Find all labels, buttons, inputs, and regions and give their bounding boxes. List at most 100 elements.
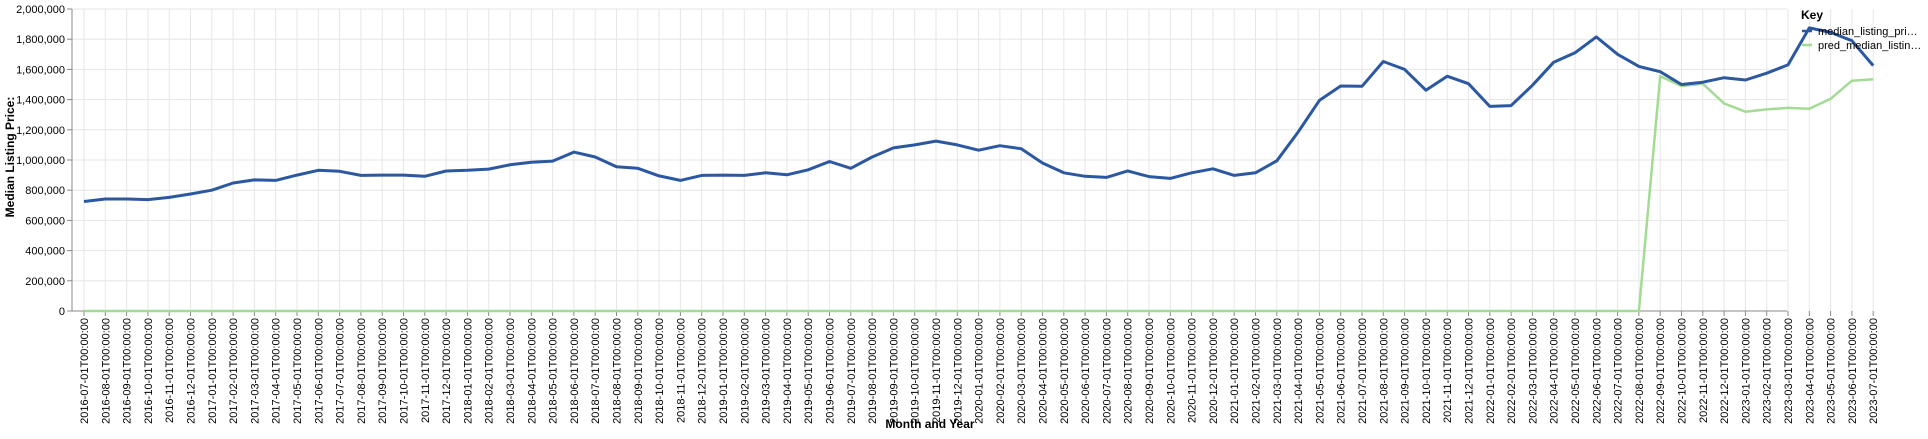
x-tick-label: 2018-11-01T00:00:00 — [675, 318, 687, 423]
x-tick-label: 2017-02-01T00:00:00 — [228, 318, 240, 424]
x-tick-label: 2018-10-01T00:00:00 — [654, 318, 666, 424]
x-tick-label: 2018-07-01T00:00:00 — [590, 318, 602, 424]
x-tick-label: 2018-08-01T00:00:00 — [612, 318, 624, 424]
x-tick-label: 2018-09-01T00:00:00 — [633, 318, 645, 424]
x-tick-label: 2023-03-01T00:00:00 — [1783, 318, 1795, 424]
grid-lines — [72, 8, 1874, 312]
x-tick-label: 2019-02-01T00:00:00 — [739, 318, 751, 424]
x-tick-label: 2021-03-01T00:00:00 — [1272, 318, 1284, 424]
y-tick-label: 400,000 — [25, 246, 65, 258]
x-tick-label: 2017-03-01T00:00:00 — [249, 318, 261, 424]
x-tick-label: 2022-09-01T00:00:00 — [1655, 318, 1667, 424]
x-tick-label: 2021-07-01T00:00:00 — [1357, 318, 1369, 424]
x-tick-label: 2017-05-01T00:00:00 — [292, 318, 304, 424]
legend-label: pred_median_listin… — [1818, 40, 1921, 52]
x-tick-label: 2021-01-01T00:00:00 — [1229, 318, 1241, 424]
x-tick-label: 2022-06-01T00:00:00 — [1591, 318, 1603, 424]
x-tick-label: 2020-05-01T00:00:00 — [1059, 318, 1071, 424]
series-lines — [83, 26, 1875, 313]
x-tick-label: 2022-07-01T00:00:00 — [1613, 318, 1625, 424]
x-tick-label: 2017-07-01T00:00:00 — [335, 318, 347, 424]
x-tick-label: 2020-01-01T00:00:00 — [974, 318, 986, 424]
y-tick-label: 0 — [59, 306, 65, 318]
axes: 0 200,000 400,000 600,000 800,000 1,000,000 1,… — [16, 4, 1880, 424]
x-tick-label: 2017-10-01T00:00:00 — [399, 318, 411, 424]
x-tick-label: 2020-10-01T00:00:00 — [1165, 318, 1177, 424]
legend-label: median_listing_pri… — [1818, 26, 1918, 38]
x-tick-label: 2019-01-01T00:00:00 — [718, 318, 730, 424]
x-tick-label: 2020-08-01T00:00:00 — [1123, 318, 1135, 424]
x-tick-label: 2020-11-01T00:00:00 — [1187, 318, 1199, 423]
y-tick-label: 1,600,000 — [16, 64, 65, 76]
x-tick-label: 2020-09-01T00:00:00 — [1144, 318, 1156, 424]
x-tick-label: 2023-05-01T00:00:00 — [1826, 318, 1838, 424]
x-tick-label: 2017-08-01T00:00:00 — [356, 318, 368, 424]
y-tick-label: 2,000,000 — [16, 4, 65, 16]
x-tick-label: 2017-09-01T00:00:00 — [377, 318, 389, 424]
x-tick-label: 2023-01-01T00:00:00 — [1740, 318, 1752, 424]
x-tick-label: 2017-12-01T00:00:00 — [441, 318, 453, 424]
x-tick-label: 2016-12-01T00:00:00 — [186, 318, 198, 424]
x-tick-label: 2023-04-01T00:00:00 — [1804, 318, 1816, 424]
x-tick-label: 2018-03-01T00:00:00 — [505, 318, 517, 424]
x-tick-label: 2021-09-01T00:00:00 — [1400, 318, 1412, 424]
x-tick-label: 2020-07-01T00:00:00 — [1101, 318, 1113, 424]
x-tick-label: 2020-02-01T00:00:00 — [995, 318, 1007, 424]
series-line-pred-median-listing-price — [84, 74, 1874, 313]
x-tick-label: 2018-12-01T00:00:00 — [697, 318, 709, 424]
x-tick-label: 2019-12-01T00:00:00 — [952, 318, 964, 424]
x-tick-label: 2021-11-01T00:00:00 — [1442, 318, 1454, 423]
x-tick-label: 2016-07-01T00:00:00 — [79, 318, 91, 424]
x-tick-label: 2019-06-01T00:00:00 — [825, 318, 837, 424]
legend-title: Key — [1801, 8, 1823, 22]
x-tick-label: 2017-06-01T00:00:00 — [313, 318, 325, 424]
x-tick-label: 2019-11-01T00:00:00 — [931, 318, 943, 423]
x-tick-label: 2017-04-01T00:00:00 — [271, 318, 283, 424]
y-tick-label: 1,000,000 — [16, 155, 65, 167]
x-tick-label: 2016-09-01T00:00:00 — [122, 318, 134, 424]
x-tick-label: 2021-04-01T00:00:00 — [1293, 318, 1305, 424]
x-tick-label: 2019-09-01T00:00:00 — [888, 318, 900, 424]
x-tick-label: 2021-08-01T00:00:00 — [1378, 318, 1390, 424]
x-tick-label: 2022-10-01T00:00:00 — [1677, 318, 1689, 424]
x-tick-label: 2018-04-01T00:00:00 — [526, 318, 538, 424]
x-tick-label: 2022-08-01T00:00:00 — [1634, 318, 1646, 424]
x-tick-label: 2019-07-01T00:00:00 — [846, 318, 858, 424]
x-tick-label: 2022-02-01T00:00:00 — [1506, 318, 1518, 424]
x-tick-label: 2020-04-01T00:00:00 — [1038, 318, 1050, 424]
x-tick-label: 2019-04-01T00:00:00 — [782, 318, 794, 424]
x-tick-label: 2018-05-01T00:00:00 — [548, 318, 560, 424]
y-tick-label: 600,000 — [25, 215, 65, 227]
x-tick-label: 2023-06-01T00:00:00 — [1847, 318, 1859, 424]
x-tick-label: 2022-05-01T00:00:00 — [1570, 318, 1582, 424]
x-tick-label: 2019-03-01T00:00:00 — [761, 318, 773, 424]
x-tick-label: 2022-11-01T00:00:00 — [1698, 318, 1710, 423]
x-tick-label: 2021-10-01T00:00:00 — [1421, 318, 1433, 424]
x-tick-label: 2019-10-01T00:00:00 — [910, 318, 922, 424]
y-tick-label: 200,000 — [25, 276, 65, 288]
x-tick-label: 2022-01-01T00:00:00 — [1485, 318, 1497, 424]
x-tick-label: 2019-05-01T00:00:00 — [803, 318, 815, 424]
x-tick-label: 2018-06-01T00:00:00 — [569, 318, 581, 424]
y-axis-title: Median Listing Price: — [3, 97, 17, 218]
y-tick-label: 800,000 — [25, 185, 65, 197]
legend-items: median_listing_pri… pred_median_listin… — [1802, 26, 1921, 52]
x-tick-label: 2019-08-01T00:00:00 — [867, 318, 879, 424]
x-tick-label: 2018-01-01T00:00:00 — [462, 318, 474, 424]
x-tick-label: 2022-12-01T00:00:00 — [1719, 318, 1731, 424]
x-tick-label: 2021-06-01T00:00:00 — [1336, 318, 1348, 424]
x-tick-label: 2017-11-01T00:00:00 — [420, 318, 432, 423]
x-tick-label: 2016-10-01T00:00:00 — [143, 318, 155, 424]
x-tick-label: 2021-02-01T00:00:00 — [1251, 318, 1263, 424]
legend: Key median_listing_pri… pred_median_listi… — [1801, 8, 1921, 52]
series-line-median-listing-price — [83, 26, 1875, 203]
x-tick-label: 2020-03-01T00:00:00 — [1016, 318, 1028, 424]
x-tick-label: 2018-02-01T00:00:00 — [484, 318, 496, 424]
x-tick-label: 2016-11-01T00:00:00 — [164, 318, 176, 423]
x-tick-label: 2022-03-01T00:00:00 — [1527, 318, 1539, 424]
x-tick-label: 2023-07-01T00:00:00 — [1868, 318, 1880, 424]
x-tick-label: 2021-05-01T00:00:00 — [1314, 318, 1326, 424]
y-tick-label: 1,400,000 — [16, 95, 65, 107]
